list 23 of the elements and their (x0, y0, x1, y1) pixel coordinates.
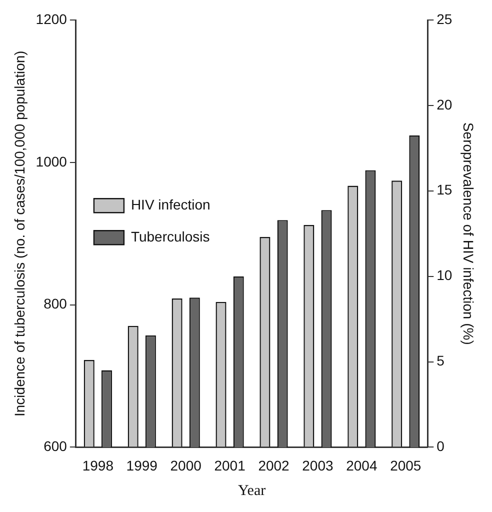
x-axis-title: Year (238, 482, 266, 499)
legend-label: Tuberculosis (130, 228, 210, 244)
x-tick-label: 2005 (390, 457, 422, 474)
y-tick-label: 600 (44, 438, 68, 454)
y-tick-label: 800 (44, 296, 68, 312)
y2-tick-label: 20 (436, 96, 452, 112)
x-tick-label: 2001 (214, 457, 246, 474)
y2-tick-label: 10 (436, 267, 452, 284)
x-tick-label: 1998 (82, 457, 114, 474)
y2-tick-label: 5 (436, 352, 445, 369)
x-tick-label: 2000 (170, 457, 202, 474)
y2-tick-label: 0 (436, 438, 445, 454)
x-tick-label: 2002 (258, 457, 290, 474)
legend-label: HIV infection (130, 196, 210, 212)
x-tick-label: 2003 (302, 457, 334, 474)
y-tick-label: 1000 (36, 153, 68, 170)
y-axis-title: Incidence of tuberculosis (no. of cases/100,000 population) (11, 50, 28, 416)
x-tick-label: 2004 (346, 457, 378, 474)
y2-tick-label: 25 (436, 10, 452, 27)
y2-axis-title: Seroprevalence of HIV infection (%) (460, 122, 477, 345)
y2-tick-label: 15 (436, 182, 452, 198)
y-tick-label: 1200 (36, 10, 68, 27)
x-tick-label: 1999 (126, 457, 158, 474)
